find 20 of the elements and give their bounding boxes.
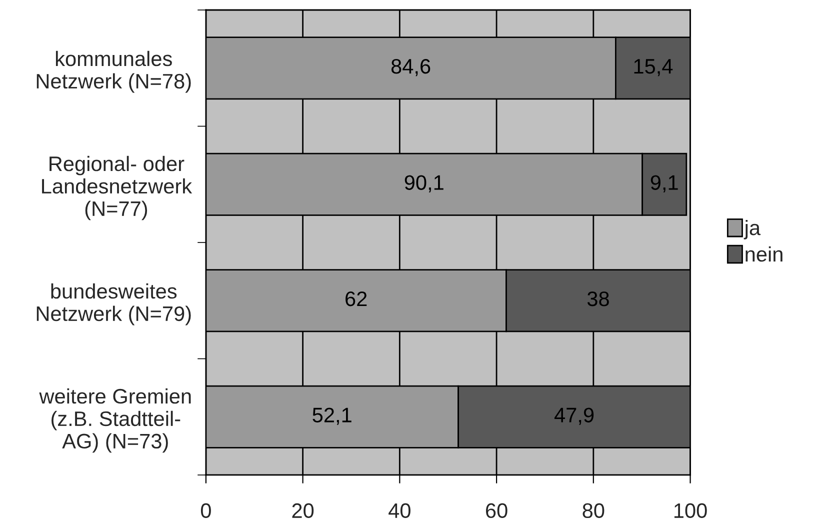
data-label: 38: [587, 291, 609, 306]
legend-label: ja: [744, 220, 761, 240]
y-tick-label: bundesweites Netzwerk (N=79): [36, 283, 191, 326]
x-tick-label: 60: [486, 503, 508, 518]
data-label: 9,1: [650, 175, 678, 192]
x-tick-label: 0: [200, 503, 211, 518]
data-label: 47,9: [554, 408, 594, 425]
data-label: 90,1: [404, 175, 444, 192]
y-tick-label: Regional- oder Landesnetzwerk (N=77): [42, 156, 192, 220]
x-tick-label: 100: [674, 503, 707, 518]
y-tick-label: weitere Gremien (z.B. Stadtteil- AG) (N=73): [39, 388, 191, 453]
data-label: 62: [346, 291, 367, 306]
legend-label: nein: [746, 246, 782, 262]
data-label: 15,4: [634, 59, 673, 76]
y-tick-label: kommunales Netzwerk (N=78): [36, 50, 191, 93]
x-tick-label: 20: [292, 503, 314, 518]
data-label: 84,6: [391, 58, 430, 76]
data-label: 52,1: [312, 408, 352, 425]
x-tick-label: 80: [582, 503, 604, 518]
x-tick-label: 40: [388, 503, 410, 518]
